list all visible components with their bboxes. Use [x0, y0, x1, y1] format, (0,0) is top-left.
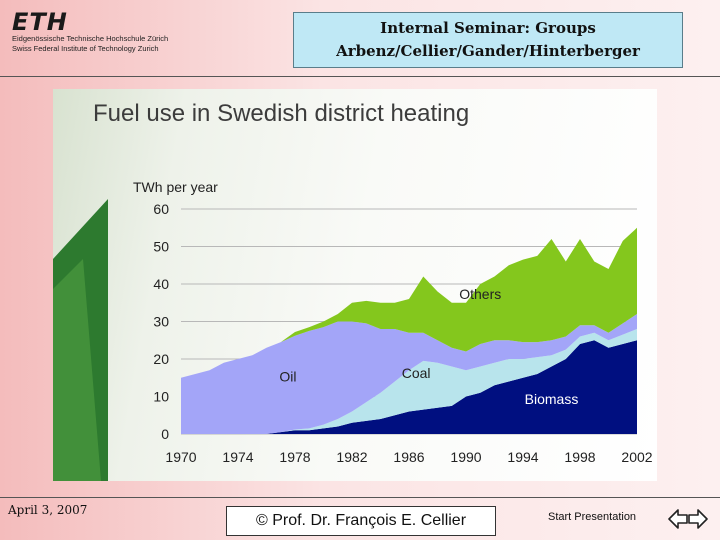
y-tick-20: 20	[153, 351, 169, 367]
chart-image: Fuel use in Swedish district heating TWh …	[53, 89, 657, 481]
eth-wordmark: ETH	[12, 8, 68, 36]
area-biomass	[181, 340, 637, 434]
arrow-right-icon	[688, 509, 708, 529]
background-tree-highlight	[53, 259, 101, 481]
seminar-title-line2: Arbenz/Cellier/Gander/Hinterberger	[336, 42, 640, 60]
x-tick-1978: 1978	[279, 449, 310, 465]
y-tick-10: 10	[153, 389, 169, 405]
arrow-left-icon	[668, 509, 688, 529]
institution-name-de: Eidgenössische Technische Hochschule Zür…	[12, 34, 169, 43]
x-tick-1982: 1982	[336, 449, 367, 465]
area-others	[181, 227, 637, 378]
eth-logo: ETH Eidgenössische Technische Hochschule…	[12, 10, 212, 54]
copyright-notice: © Prof. Dr. François E. Cellier	[226, 506, 496, 536]
institution-name-en: Swiss Federal Institute of Technology Zu…	[12, 44, 159, 53]
x-tick-1994: 1994	[507, 449, 538, 465]
x-tick-1970: 1970	[165, 449, 196, 465]
y-tick-30: 30	[153, 314, 169, 330]
x-tick-1998: 1998	[564, 449, 595, 465]
y-tick-60: 60	[153, 201, 169, 217]
series-label-biomass: Biomass	[525, 391, 579, 407]
presentation-date: April 3, 2007	[8, 503, 88, 517]
start-presentation-link[interactable]: Start Presentation	[548, 511, 637, 523]
y-tick-40: 40	[153, 276, 169, 292]
area-coal	[181, 329, 637, 434]
x-tick-1986: 1986	[393, 449, 424, 465]
x-tick-1990: 1990	[450, 449, 481, 465]
y-tick-50: 50	[153, 239, 169, 255]
chart-title: Fuel use in Swedish district heating	[93, 100, 469, 127]
fuel-use-chart: Fuel use in Swedish district heating TWh …	[53, 100, 653, 481]
area-oil	[181, 314, 637, 434]
seminar-title-line1: Internal Seminar: Groups	[380, 19, 596, 37]
y-tick-0: 0	[161, 426, 169, 442]
x-tick-1974: 1974	[222, 449, 253, 465]
x-tick-2002: 2002	[621, 449, 652, 465]
navigation-arrows	[668, 507, 708, 533]
previous-slide-button[interactable]	[668, 507, 688, 536]
seminar-title-box: Internal Seminar: Groups Arbenz/Cellier/…	[293, 12, 683, 68]
next-slide-button[interactable]	[688, 507, 708, 536]
y-axis-label: TWh per year	[133, 179, 218, 195]
header-divider	[0, 76, 720, 77]
series-label-others: Others	[459, 286, 501, 302]
series-label-coal: Coal	[402, 365, 431, 381]
footer-divider	[0, 497, 720, 498]
series-label-oil: Oil	[279, 369, 296, 385]
